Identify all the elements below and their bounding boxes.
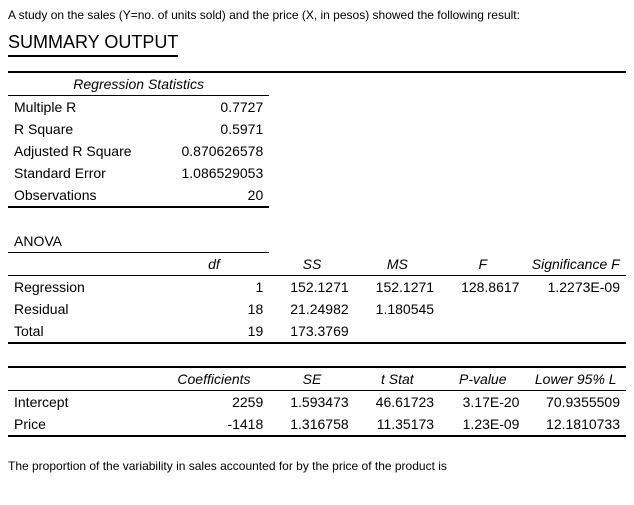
anova-col-df: df: [159, 253, 270, 276]
anova-label: Residual: [8, 298, 159, 320]
coef-col-blank: [8, 367, 159, 391]
coef-col-p: P-value: [440, 367, 525, 391]
anova-value: 1: [159, 276, 270, 299]
stat-value: 1.086529053: [159, 162, 270, 184]
stat-label: Multiple R: [8, 96, 159, 119]
anova-col-ss: SS: [269, 253, 354, 276]
anova-value: 128.8617: [440, 276, 525, 299]
coef-label: Price: [8, 413, 159, 436]
coef-col-low: Lower 95% L: [525, 367, 626, 391]
coef-value: 1.593473: [269, 391, 354, 414]
table-row: Total 19 173.3769: [8, 320, 626, 343]
coef-value: 46.61723: [355, 391, 440, 414]
anova-value: [525, 298, 626, 320]
coef-col-t: t Stat: [355, 367, 440, 391]
stat-label: Observations: [8, 184, 159, 207]
table-row: Adjusted R Square 0.870626578: [8, 140, 626, 162]
table-row: Price -1418 1.316758 11.35173 1.23E-09 1…: [8, 413, 626, 436]
anova-value: [525, 320, 626, 343]
table-row: Observations 20: [8, 184, 626, 207]
stat-value: 0.870626578: [159, 140, 270, 162]
stat-label: Standard Error: [8, 162, 159, 184]
anova-value: 1.2273E-09: [525, 276, 626, 299]
outro-text: The proportion of the variability in sal…: [8, 459, 626, 473]
coef-value: 1.23E-09: [440, 413, 525, 436]
anova-value: [355, 320, 440, 343]
output-table: Regression Statistics Multiple R 0.7727 …: [8, 71, 626, 437]
anova-value: [440, 320, 525, 343]
intro-text: A study on the sales (Y=no. of units sol…: [8, 8, 626, 22]
anova-value: 173.3769: [269, 320, 354, 343]
coef-value: 3.17E-20: [440, 391, 525, 414]
coef-value: -1418: [159, 413, 270, 436]
anova-value: 152.1271: [355, 276, 440, 299]
anova-title: ANOVA: [8, 230, 159, 253]
reg-stats-heading: Regression Statistics: [8, 72, 269, 96]
coef-value: 70.9355509: [525, 391, 626, 414]
anova-col-f: F: [440, 253, 525, 276]
anova-label: Total: [8, 320, 159, 343]
anova-value: 1.180545: [355, 298, 440, 320]
stat-value: 0.5971: [159, 118, 270, 140]
coef-label: Intercept: [8, 391, 159, 414]
anova-value: 21.24982: [269, 298, 354, 320]
coef-value: 12.1810733: [525, 413, 626, 436]
anova-col-ms: MS: [355, 253, 440, 276]
anova-col-sig: Significance F: [525, 253, 626, 276]
stat-value: 0.7727: [159, 96, 270, 119]
table-row: Intercept 2259 1.593473 46.61723 3.17E-2…: [8, 391, 626, 414]
stat-value: 20: [159, 184, 270, 207]
table-row: R Square 0.5971: [8, 118, 626, 140]
anova-value: 19: [159, 320, 270, 343]
stat-label: R Square: [8, 118, 159, 140]
anova-col-blank: [8, 253, 159, 276]
table-row: Multiple R 0.7727: [8, 96, 626, 119]
coef-col-se: SE: [269, 367, 354, 391]
table-row: Regression 1 152.1271 152.1271 128.8617 …: [8, 276, 626, 299]
coef-value: 1.316758: [269, 413, 354, 436]
anova-value: 18: [159, 298, 270, 320]
summary-output-title: SUMMARY OUTPUT: [8, 32, 178, 57]
anova-value: [440, 298, 525, 320]
coef-value: 11.35173: [355, 413, 440, 436]
anova-value: 152.1271: [269, 276, 354, 299]
coef-col-coef: Coefficients: [159, 367, 270, 391]
stat-label: Adjusted R Square: [8, 140, 159, 162]
table-row: Standard Error 1.086529053: [8, 162, 626, 184]
anova-label: Regression: [8, 276, 159, 299]
coef-value: 2259: [159, 391, 270, 414]
table-row: Residual 18 21.24982 1.180545: [8, 298, 626, 320]
